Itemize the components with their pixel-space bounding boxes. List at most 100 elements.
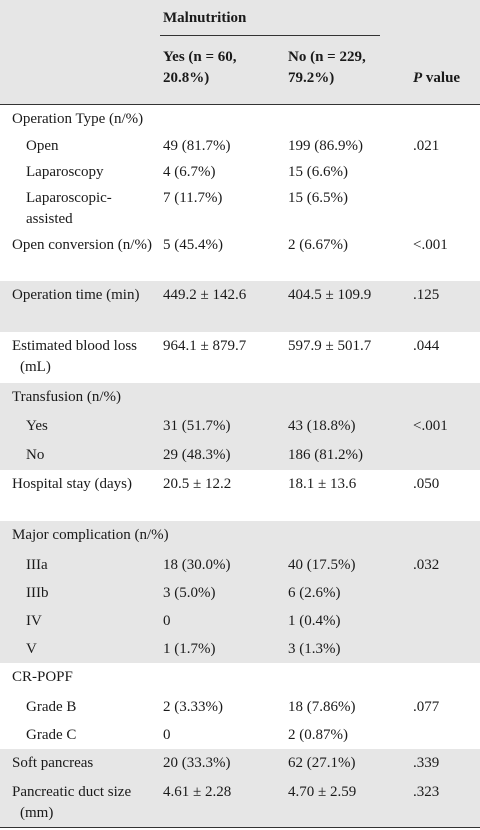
p-letter: P bbox=[413, 70, 423, 86]
table-row: Yes 31 (51.7%) 43 (18.8%) <.001 bbox=[0, 412, 480, 441]
block-soft-pancreas: Soft pancreas 20 (33.3%) 62 (27.1%) .339 bbox=[0, 749, 480, 778]
cell-no: 40 (17.5%) bbox=[288, 557, 356, 573]
cell-yes: 0 bbox=[163, 727, 171, 743]
table-row: Estimated blood loss (mL) 964.1 ± 879.7 … bbox=[0, 332, 480, 383]
row-label: IIIb bbox=[26, 585, 49, 601]
table-bottom-rule bbox=[0, 827, 480, 828]
cell-yes: 49 (81.7%) bbox=[163, 138, 231, 154]
cell-no: 4.70 ± 2.59 bbox=[288, 784, 357, 800]
table-row: Grade B 2 (3.33%) 18 (7.86%) .077 bbox=[0, 693, 480, 721]
table-row: Hospital stay (days) 20.5 ± 12.2 18.1 ± … bbox=[0, 470, 480, 521]
row-label: Laparoscopy bbox=[26, 164, 104, 180]
block-cr-popf: CR-POPF Grade B 2 (3.33%) 18 (7.86%) .07… bbox=[0, 663, 480, 749]
table-row: IIIa 18 (30.0%) 40 (17.5%) .032 bbox=[0, 551, 480, 579]
row-label: Operation time (min) bbox=[12, 287, 140, 303]
cell-p-value: .077 bbox=[413, 699, 440, 715]
cell-yes: 2 (3.33%) bbox=[163, 699, 223, 715]
row-label: Grade C bbox=[26, 727, 77, 743]
table-row: Open 49 (81.7%) 199 (86.9%) .021 bbox=[0, 132, 480, 158]
row-label: Open conversion (n/%) bbox=[12, 237, 152, 253]
table-row: Grade C 0 2 (0.87%) bbox=[0, 721, 480, 749]
cell-yes: 29 (48.3%) bbox=[163, 447, 231, 463]
table-row: Laparoscopic-assisted 7 (11.7%) 15 (6.5%… bbox=[0, 184, 480, 231]
block-hospital-stay: Hospital stay (days) 20.5 ± 12.2 18.1 ± … bbox=[0, 470, 480, 521]
cell-p-value: .125 bbox=[413, 287, 440, 303]
header-rule bbox=[0, 104, 480, 105]
cell-no: 18.1 ± 13.6 bbox=[288, 476, 357, 492]
cell-no: 43 (18.8%) bbox=[288, 418, 356, 434]
table-row: IIIb 3 (5.0%) 6 (2.6%) bbox=[0, 579, 480, 607]
block-transfusion: Transfusion (n/%) Yes 31 (51.7%) 43 (18.… bbox=[0, 383, 480, 470]
row-label: Grade B bbox=[26, 699, 77, 715]
table-header: Malnutrition Yes (n = 60, 20.8%) No (n =… bbox=[0, 0, 480, 104]
row-label: Operation Type (n/%) bbox=[12, 111, 144, 127]
cell-no: 3 (1.3%) bbox=[288, 641, 341, 657]
cell-no: 2 (0.87%) bbox=[288, 727, 348, 743]
row-label: Soft pancreas bbox=[12, 755, 94, 771]
cell-no: 62 (27.1%) bbox=[288, 755, 356, 771]
table-row: Open conversion (n/%) 5 (45.4%) 2 (6.67%… bbox=[0, 231, 480, 281]
table-row: IV 0 1 (0.4%) bbox=[0, 607, 480, 635]
cell-p-value: .044 bbox=[413, 338, 440, 354]
cell-p-value: .339 bbox=[413, 755, 440, 771]
row-label: Transfusion (n/%) bbox=[12, 389, 122, 405]
cell-p-value: .050 bbox=[413, 476, 440, 492]
cell-no: 15 (6.6%) bbox=[288, 164, 348, 180]
column-header-yes: Yes (n = 60, 20.8%) bbox=[163, 49, 237, 86]
cell-yes: 449.2 ± 142.6 bbox=[163, 287, 247, 303]
row-label: Yes bbox=[26, 418, 48, 434]
column-header-no: No (n = 229, 79.2%) bbox=[288, 49, 366, 86]
table-row: CR-POPF bbox=[0, 663, 480, 693]
cell-p-value: .032 bbox=[413, 557, 440, 573]
table-row: Major complication (n/%) bbox=[0, 521, 480, 551]
cell-yes: 3 (5.0%) bbox=[163, 585, 216, 601]
cell-yes: 964.1 ± 879.7 bbox=[163, 338, 247, 354]
group-header-rule bbox=[160, 35, 380, 36]
block-duct-size: Pancreatic duct size (mm) 4.61 ± 2.28 4.… bbox=[0, 778, 480, 827]
cell-yes: 7 (11.7%) bbox=[163, 190, 223, 206]
block-operation-time: Operation time (min) 449.2 ± 142.6 404.5… bbox=[0, 281, 480, 332]
row-label: Estimated blood loss (mL) bbox=[12, 338, 137, 375]
row-label: No bbox=[26, 447, 45, 463]
block-major-complication: Major complication (n/%) IIIa 18 (30.0%)… bbox=[0, 521, 480, 663]
cell-no: 1 (0.4%) bbox=[288, 613, 341, 629]
column-header-p-value: P value bbox=[413, 68, 460, 89]
cell-p-value: .323 bbox=[413, 784, 440, 800]
row-label: V bbox=[26, 641, 37, 657]
cell-yes: 31 (51.7%) bbox=[163, 418, 231, 434]
cell-p-value: <.001 bbox=[413, 418, 448, 434]
cell-yes: 4 (6.7%) bbox=[163, 164, 216, 180]
cell-yes: 1 (1.7%) bbox=[163, 641, 216, 657]
row-label: Major complication (n/%) bbox=[12, 527, 169, 543]
table-row: Transfusion (n/%) bbox=[0, 383, 480, 412]
cell-no: 6 (2.6%) bbox=[288, 585, 341, 601]
table-row: Pancreatic duct size (mm) 4.61 ± 2.28 4.… bbox=[0, 778, 480, 827]
block-operation-type: Operation Type (n/%) Open 49 (81.7%) 199… bbox=[0, 105, 480, 231]
cell-no: 186 (81.2%) bbox=[288, 447, 363, 463]
cell-no: 199 (86.9%) bbox=[288, 138, 363, 154]
cell-no: 2 (6.67%) bbox=[288, 237, 348, 253]
cell-yes: 4.61 ± 2.28 bbox=[163, 784, 232, 800]
table-row: V 1 (1.7%) 3 (1.3%) bbox=[0, 635, 480, 663]
table-row: No 29 (48.3%) 186 (81.2%) bbox=[0, 441, 480, 470]
cell-no: 18 (7.86%) bbox=[288, 699, 356, 715]
cell-yes: 5 (45.4%) bbox=[163, 237, 223, 253]
cell-p-value: <.001 bbox=[413, 237, 448, 253]
row-label: Hospital stay (days) bbox=[12, 476, 132, 492]
cell-yes: 20 (33.3%) bbox=[163, 755, 231, 771]
cell-no: 404.5 ± 109.9 bbox=[288, 287, 372, 303]
p-value-word: value bbox=[422, 70, 461, 86]
cell-yes: 18 (30.0%) bbox=[163, 557, 231, 573]
row-label: Open bbox=[26, 138, 59, 154]
cell-yes: 20.5 ± 12.2 bbox=[163, 476, 232, 492]
row-label: Laparoscopic-assisted bbox=[26, 190, 112, 227]
table-row: Operation Type (n/%) bbox=[0, 105, 480, 132]
block-blood-loss: Estimated blood loss (mL) 964.1 ± 879.7 … bbox=[0, 332, 480, 383]
row-label: Pancreatic duct size (mm) bbox=[12, 784, 132, 821]
cell-yes: 0 bbox=[163, 613, 171, 629]
table-row: Laparoscopy 4 (6.7%) 15 (6.6%) bbox=[0, 158, 480, 184]
row-label: CR-POPF bbox=[12, 669, 73, 685]
row-label: IIIa bbox=[26, 557, 48, 573]
table-row: Soft pancreas 20 (33.3%) 62 (27.1%) .339 bbox=[0, 749, 480, 778]
